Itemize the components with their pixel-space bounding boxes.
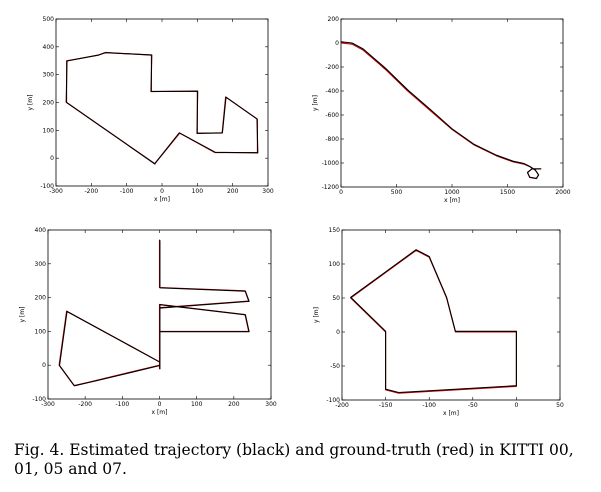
- y-axis-label: y [m]: [312, 95, 319, 111]
- x-tick-label: -100: [116, 401, 130, 408]
- estimated-trajectory-line: [65, 52, 259, 165]
- plot-frame: [341, 229, 561, 401]
- y-tick-label: -100: [32, 396, 46, 403]
- x-tick-label: 2000: [555, 189, 570, 196]
- x-tick-label: 100: [191, 401, 203, 408]
- x-tick-label: 100: [192, 188, 204, 195]
- y-axis-label: y [m]: [19, 307, 26, 323]
- trajectory-plot-3: -300 -200 -100 0 100 200 300 -100 0 100 200 300 400 x…: [19, 227, 277, 416]
- y-tick-label: 400: [35, 227, 47, 234]
- y-tick-label: 0: [336, 329, 340, 336]
- estimated-trajectory-line: [340, 41, 542, 179]
- y-tick-label: 150: [329, 227, 341, 234]
- y-tick-label: 0: [50, 155, 54, 162]
- x-axis-label: x [m]: [443, 410, 459, 417]
- y-tick-label: 200: [328, 16, 340, 23]
- y-tick-label: -800: [325, 136, 339, 143]
- y-tick-label: 300: [43, 72, 55, 79]
- x-tick-label: 50: [556, 402, 564, 409]
- x-axis-label: x [m]: [152, 409, 168, 416]
- x-tick-label: -300: [41, 401, 55, 408]
- y-tick-label: 100: [35, 328, 47, 335]
- plot-frame: [55, 18, 269, 187]
- x-tick-label: 200: [228, 401, 240, 408]
- x-tick-label: 0: [160, 188, 164, 195]
- y-tick-label: -1200: [322, 184, 340, 191]
- trajectory-plot-2: 0 500 1000 1500 2000-1200-1000-800-600-400-2…: [312, 16, 571, 204]
- x-tick-label: 0: [339, 189, 343, 196]
- y-axis-label: y [m]: [27, 95, 34, 111]
- x-tick-label: -200: [335, 402, 349, 409]
- y-tick-label: -50: [330, 363, 340, 370]
- x-tick-label: -300: [49, 188, 63, 195]
- y-tick-label: 500: [43, 16, 55, 23]
- x-tick-label: 1000: [444, 189, 459, 196]
- y-tick-label: 0: [335, 40, 339, 47]
- x-tick-label: -100: [120, 188, 134, 195]
- trajectory-plot-4: -200 -150 -100 -50 0 50 -100 -50 0 50 100 150 x [m] y…: [313, 227, 564, 417]
- trajectory-plot-1: -300 -200 -100 0 100 200 300 -100 0 100 200 300 400 5…: [27, 16, 274, 203]
- figure-caption: Fig. 4. Estimated trajectory (black) and…: [14, 441, 574, 478]
- y-tick-label: -200: [325, 64, 339, 71]
- y-tick-label: -100: [40, 183, 54, 190]
- y-tick-label: -1000: [322, 160, 340, 167]
- y-tick-label: 50: [332, 295, 340, 302]
- x-tick-label: -50: [468, 402, 478, 409]
- y-tick-label: 100: [43, 127, 55, 134]
- x-tick-label: 300: [265, 401, 277, 408]
- x-axis-label: x [m]: [444, 197, 460, 204]
- plot-frame: [340, 18, 564, 188]
- x-tick-label: 500: [391, 189, 403, 196]
- x-tick-label: -200: [85, 188, 99, 195]
- ground-truth-trajectory-line: [340, 42, 542, 180]
- x-tick-label: -200: [78, 401, 92, 408]
- y-tick-label: 200: [43, 100, 55, 107]
- x-tick-label: 300: [262, 188, 274, 195]
- y-tick-label: 400: [43, 44, 55, 51]
- ground-truth-trajectory-line: [58, 239, 250, 387]
- y-axis-label: y [m]: [313, 307, 320, 323]
- ground-truth-trajectory-line: [66, 51, 258, 165]
- estimated-trajectory-line: [350, 249, 517, 394]
- estimated-trajectory-line: [58, 239, 250, 387]
- x-tick-label: -100: [422, 402, 436, 409]
- x-axis-label: x [m]: [154, 196, 170, 203]
- y-tick-label: -400: [325, 88, 339, 95]
- x-tick-label: 0: [514, 402, 518, 409]
- y-tick-label: 100: [329, 261, 341, 268]
- y-tick-label: 200: [35, 295, 47, 302]
- y-tick-label: 300: [35, 261, 47, 268]
- x-tick-label: 0: [158, 401, 162, 408]
- x-tick-label: 200: [227, 188, 239, 195]
- x-tick-label: 1500: [500, 189, 515, 196]
- y-tick-label: 0: [42, 362, 46, 369]
- y-tick-label: -600: [325, 112, 339, 119]
- figure-panel-grid: -300 -200 -100 0 100 200 300-10001002003004005…: [19, 16, 571, 417]
- x-tick-label: -150: [379, 402, 393, 409]
- y-tick-label: -100: [326, 397, 340, 404]
